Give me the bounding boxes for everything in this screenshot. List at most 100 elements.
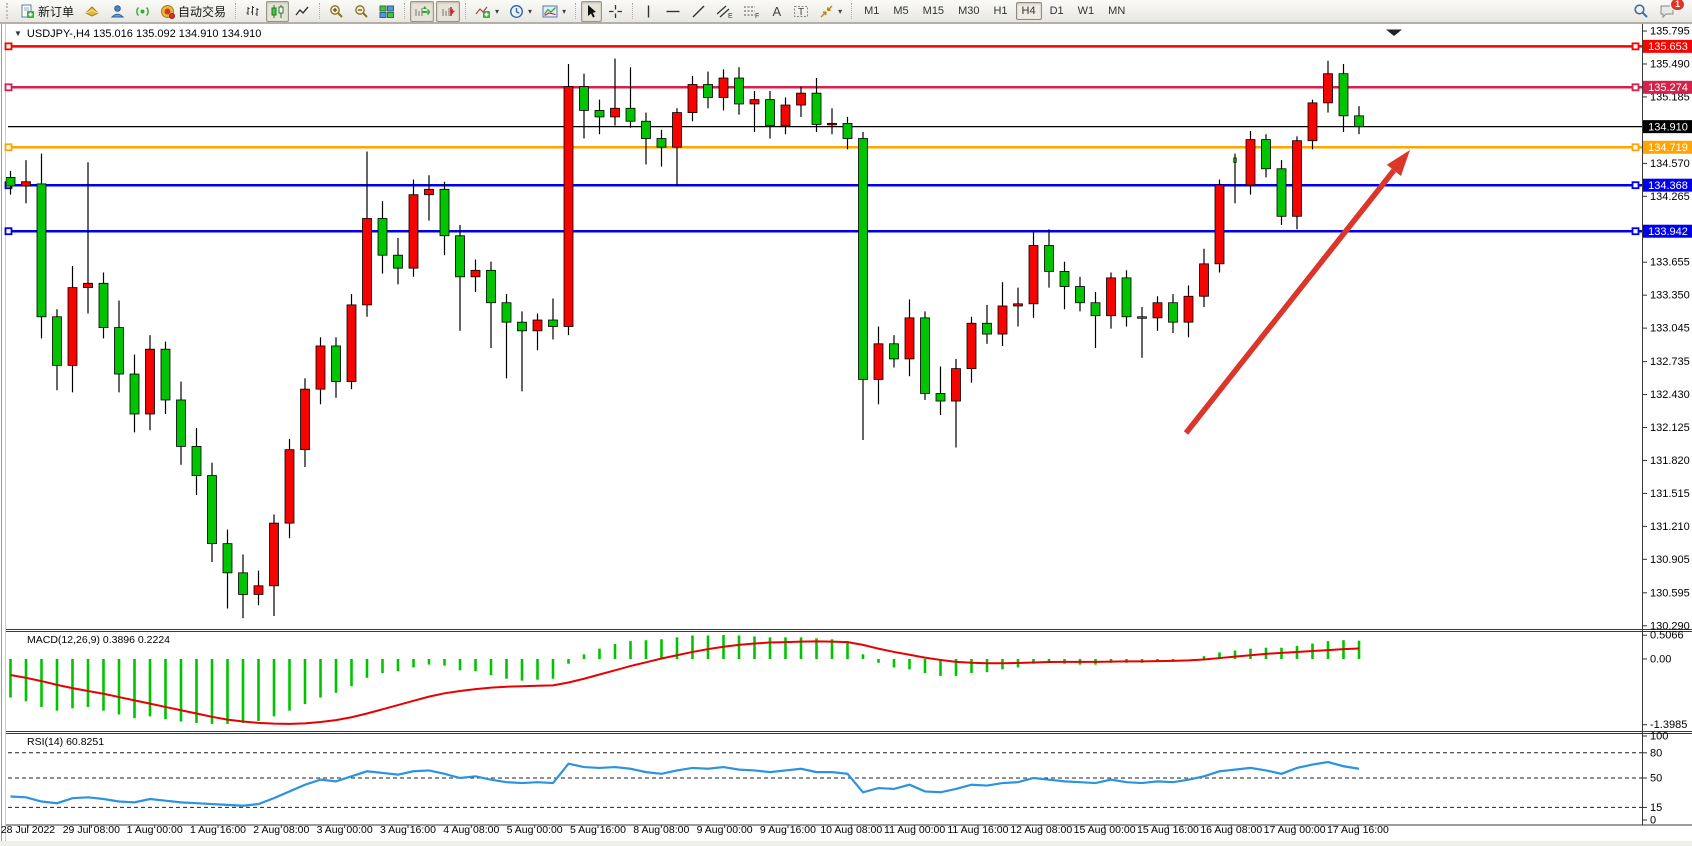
horizontal-line-objects[interactable]: [4, 42, 1643, 236]
bar-chart-button[interactable]: [241, 1, 264, 22]
indicators-icon: [475, 6, 491, 18]
equidistant-channel-button[interactable]: E: [712, 1, 737, 22]
timeframe-button-w1[interactable]: W1: [1077, 5, 1095, 17]
candle-up: [300, 388, 310, 451]
timeframe-button-m15[interactable]: M15: [922, 5, 945, 17]
candle-down: [1090, 302, 1101, 317]
time-axis-label: 10 Aug 08:00: [820, 824, 882, 836]
rsi-axis-label: 100: [1650, 731, 1668, 743]
text-label-button[interactable]: T: [789, 1, 813, 22]
candle-up: [1013, 303, 1023, 307]
line-handle[interactable]: [1631, 143, 1640, 152]
time-axis[interactable]: 28 Jul 2022 29 Jul 08:00 1 Aug 00:00 1 Aug …: [1, 824, 1389, 836]
timeframe-button-d1[interactable]: D1: [1049, 5, 1064, 17]
candle-down: [129, 373, 140, 415]
new-order-button[interactable]: 新订单: [16, 1, 78, 22]
line-handle[interactable]: [4, 83, 13, 92]
cursor-button[interactable]: [581, 0, 603, 22]
zoom-out-button[interactable]: [350, 1, 373, 22]
time-axis-label: 29 Jul 08:00: [63, 824, 120, 836]
macd-axis-label: 0.00: [1650, 654, 1671, 666]
trend-arrow[interactable]: [1183, 150, 1410, 435]
indicators-button[interactable]: ▾: [471, 1, 503, 22]
toolbar-grip[interactable]: [6, 3, 12, 19]
candle-down: [548, 319, 558, 327]
community-icon: [110, 4, 125, 17]
candle-up: [284, 449, 295, 524]
chart-shift-marker[interactable]: [1386, 29, 1402, 37]
candle-down: [222, 543, 233, 574]
chart-shift-button[interactable]: [436, 0, 461, 22]
line-chart-button[interactable]: [291, 1, 314, 22]
vertical-line-icon: [647, 5, 650, 17]
candle-down: [1044, 245, 1054, 272]
search-button[interactable]: [1629, 1, 1653, 22]
auto-trading-button[interactable]: 自动交易: [156, 1, 230, 22]
indicators-caret: ▾: [495, 6, 500, 16]
svg-text:E: E: [728, 13, 733, 19]
candlestick-chart-button[interactable]: [266, 0, 290, 22]
toolbar-separator: [404, 3, 406, 19]
candle-up: [269, 522, 279, 587]
arrows-button[interactable]: ▾: [815, 1, 846, 22]
time-axis-label: 5 Aug 16:00: [570, 824, 626, 836]
candle-up: [362, 218, 372, 306]
community-button[interactable]: [106, 1, 129, 22]
crosshair-button[interactable]: [604, 1, 627, 22]
candle-down: [1168, 302, 1178, 323]
candle-down: [641, 120, 651, 139]
notifications-button[interactable]: 1: [1655, 0, 1685, 22]
horizontal-line-button[interactable]: [661, 1, 685, 22]
rsi-indicator-title: RSI(14) 60.8251: [27, 736, 105, 748]
signals-button[interactable]: [131, 1, 154, 22]
timeframe-button-h4[interactable]: H4: [1015, 2, 1042, 20]
price-axis-label: 130.595: [1650, 587, 1690, 599]
candle-up: [780, 104, 791, 126]
line-handle[interactable]: [1631, 227, 1640, 236]
auto-scroll-button[interactable]: [410, 0, 435, 22]
timeframe-button-h1[interactable]: H1: [993, 5, 1008, 17]
timeframe-button-m5[interactable]: M5: [893, 5, 909, 17]
templates-caret: ▾: [562, 6, 567, 16]
vertical-line-button[interactable]: [638, 1, 659, 22]
tile-windows-button[interactable]: [375, 1, 399, 22]
price-axis[interactable]: 135.795 135.490 135.185 134.570 134.265 133.6…: [1642, 26, 1692, 827]
fibonacci-button[interactable]: F: [739, 1, 764, 22]
trendline-button[interactable]: [687, 1, 710, 22]
candle-up: [672, 112, 682, 148]
line-handle[interactable]: [1631, 181, 1640, 190]
timeframe-button-m30[interactable]: M30: [958, 5, 980, 17]
one-click-trading-arrow-icon[interactable]: ▼: [14, 29, 22, 38]
arrows-caret: ▾: [838, 6, 843, 16]
zoom-in-button[interactable]: [325, 1, 348, 22]
line-handle[interactable]: [4, 143, 13, 152]
auto-scroll-icon: [415, 5, 431, 16]
candle-up: [610, 107, 620, 118]
timeframe-button-m1[interactable]: M1: [864, 5, 880, 17]
line-handle[interactable]: [4, 42, 13, 51]
candle-up: [1152, 302, 1163, 319]
candle-down: [486, 269, 496, 304]
candle-down: [935, 393, 946, 402]
candle-up: [687, 84, 698, 113]
periods-button[interactable]: ▾: [505, 1, 536, 22]
market-button[interactable]: [80, 1, 104, 22]
line-handle[interactable]: [4, 227, 13, 236]
candle-up: [1323, 73, 1333, 104]
candle-down: [920, 317, 930, 394]
timeframe-button-mn[interactable]: MN: [1108, 5, 1126, 17]
line-handle[interactable]: [1631, 83, 1640, 92]
rsi-axis-label: 50: [1650, 773, 1662, 785]
text-button[interactable]: A: [766, 1, 787, 22]
price-tag-label: 133.942: [1648, 226, 1688, 238]
price-tag-label: 134.719: [1648, 142, 1688, 154]
price-axis-label: 130.905: [1650, 554, 1690, 566]
templates-button[interactable]: ▾: [538, 1, 570, 22]
candle-up: [563, 86, 574, 327]
equidistant-channel-icon: E: [716, 5, 733, 19]
candle-down: [656, 138, 667, 148]
line-handle[interactable]: [1631, 42, 1640, 51]
svg-text:T: T: [798, 7, 804, 18]
text-icon: A: [773, 4, 782, 19]
